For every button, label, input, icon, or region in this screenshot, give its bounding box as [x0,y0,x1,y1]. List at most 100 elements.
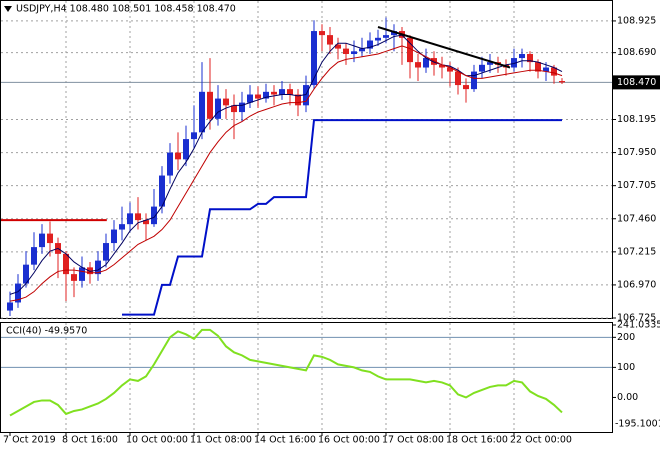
y-tick-label: 107.950 [617,147,656,158]
y-tick-label: 107.460 [617,213,656,224]
candle-body [319,31,325,36]
candle-body [415,62,421,68]
candle-body [47,233,53,244]
y-tick-label: 108.195 [617,114,656,125]
y-tick-label: 108.925 [617,15,656,26]
overlay-line [122,119,562,316]
candle-body [7,302,13,311]
candle-body [127,213,133,225]
candle-body [431,58,437,65]
candle-body [151,206,157,225]
candle-body [79,267,85,281]
indicator-bottom-label: -195.1001 [615,419,660,430]
candle-body [231,105,237,113]
candle-body [383,35,389,38]
x-tick-label: 16 Oct 00:00 [318,435,380,446]
x-tick-label: 11 Oct 08:00 [190,435,252,446]
indicator-tick-label: 200 [617,332,635,343]
candle-body [543,67,549,72]
candle-body [87,267,93,275]
candle-body [135,213,141,221]
candle-body [423,58,429,68]
candle-body [119,224,125,230]
x-tick-label: 10 Oct 00:00 [126,435,188,446]
candle-body [559,81,565,83]
candle-body [71,274,77,281]
current-price-box [613,75,660,90]
symbol-menu-icon[interactable] [4,6,12,12]
candle-body [367,40,373,49]
x-tick-label: 8 Oct 16:00 [62,435,118,446]
indicator-tick-label: 100 [617,362,635,373]
candle-body [407,37,413,63]
candle-body [199,91,205,133]
candle-body [447,67,453,72]
candle-body [15,283,21,303]
candle-body [343,48,349,55]
candle-body [207,91,213,119]
candle-body [335,44,341,49]
candle-body [303,85,309,106]
candle-body [279,89,285,95]
y-tick-label: 107.705 [617,180,656,191]
candle-body [463,85,469,90]
candle-body [223,98,229,106]
overlay-line [9,34,563,295]
candle-body [519,54,525,59]
trendline [377,26,511,69]
current-price-label: 108.470 [617,77,656,88]
candle-body [23,264,29,284]
candle-body [551,67,557,76]
x-tick-label: 7 Oct 2019 [3,435,56,446]
x-tick-label: 22 Oct 00:00 [510,435,572,446]
candle-body [215,98,221,119]
indicator-title: CCI(40) -49.9570 [6,326,87,337]
candle-body [95,260,101,275]
candle-body [175,152,181,160]
candle-body [263,91,269,99]
x-tick-label: 14 Oct 16:00 [254,435,316,446]
y-tick-label: 106.970 [617,279,656,290]
candle-body [479,64,485,72]
indicator-line [9,328,563,417]
candle-body [351,51,357,55]
candle-body [311,31,317,86]
indicator-tick-label: 241.0335 [617,320,660,331]
candle-body [359,48,365,52]
candle-body [31,247,37,265]
candle-body [295,94,301,106]
candle-body [39,233,45,248]
candle-body [511,58,517,68]
candle-body [375,37,381,41]
x-tick-label: 17 Oct 08:00 [382,435,444,446]
candle-body [391,31,397,36]
candle-body [63,253,69,275]
candle-body [111,229,117,244]
candle-body [271,91,277,95]
y-tick-label: 108.690 [617,47,656,58]
candle-body [159,175,165,207]
candle-body [327,35,333,45]
candle-body [471,71,477,90]
candle-body [247,94,253,103]
candle-body [455,71,461,86]
candle-body [255,94,261,99]
candle-body [183,139,189,160]
indicator-panel [0,322,613,433]
indicator-tick-label: 0.00 [617,392,638,403]
candle-body [143,220,149,225]
y-tick-label: 107.215 [617,246,656,257]
chart-title: USDJPY,H4 108.480 108.501 108.458 108.47… [16,4,236,15]
candle-body [487,62,493,65]
candle-body [535,62,541,72]
overlay-line [9,45,563,302]
candle-body [191,132,197,140]
candle-body [527,54,533,63]
candle-body [103,243,109,261]
x-tick-label: 18 Oct 16:00 [446,435,508,446]
y-tick-label: 106.725 [617,313,656,324]
candle-body [167,152,173,176]
